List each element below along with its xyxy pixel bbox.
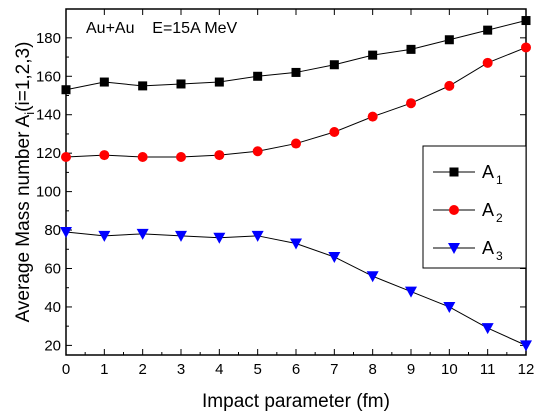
data-point — [444, 35, 454, 45]
series-2 — [61, 42, 531, 163]
data-point — [329, 60, 339, 70]
data-point — [443, 301, 456, 313]
data-point — [367, 111, 378, 122]
y-axis-label-main: Average Mass number A — [13, 114, 34, 322]
data-point — [483, 25, 493, 35]
data-point — [521, 42, 531, 53]
legend-marker — [448, 243, 460, 254]
x-tick-label: 9 — [407, 361, 415, 378]
x-axis-label: Impact parameter (fm) — [202, 391, 390, 412]
chart-annotation: Au+Au E=15A MeV — [86, 20, 238, 37]
legend-box — [422, 145, 527, 269]
data-point — [176, 152, 186, 163]
data-point — [520, 340, 532, 352]
data-point — [482, 57, 493, 68]
data-point — [366, 271, 379, 283]
legend-label: A — [482, 200, 494, 220]
x-tick-label: 6 — [292, 361, 300, 378]
y-axis: 20 40 60 80 100 120 140 160 180 — [36, 30, 526, 354]
data-point — [99, 150, 110, 161]
y-axis-label-tail: (i=1,2,3) — [13, 42, 34, 112]
data-point — [329, 127, 340, 138]
data-point — [481, 323, 494, 335]
x-tick-label: 12 — [518, 361, 535, 378]
y-tick-label: 60 — [44, 261, 61, 278]
x-tick-label: 11 — [480, 361, 496, 378]
y-tick-label: 100 — [36, 184, 61, 201]
data-point — [252, 146, 263, 157]
data-point — [99, 77, 109, 87]
data-point — [214, 150, 225, 161]
y-tick-label: 120 — [36, 145, 61, 162]
data-point — [368, 50, 378, 60]
data-point — [444, 80, 455, 91]
data-point — [251, 230, 264, 242]
legend-label-sub: 2 — [496, 211, 503, 225]
legend-label-sub: 1 — [496, 173, 503, 187]
data-point — [61, 85, 71, 95]
data-point — [291, 138, 301, 149]
series-layer — [60, 16, 532, 352]
legend-label: A — [482, 162, 494, 182]
data-point — [175, 230, 187, 242]
data-point — [406, 44, 416, 54]
y-axis-label: Average Mass number Ai(i=1,2,3) — [13, 42, 37, 323]
data-point — [405, 286, 417, 298]
data-point — [137, 152, 148, 163]
data-point — [521, 16, 531, 26]
legend-label-sub: 3 — [496, 249, 503, 263]
data-point — [176, 79, 186, 89]
data-point — [406, 98, 416, 109]
data-point — [328, 251, 341, 263]
x-tick-label: 7 — [330, 361, 338, 378]
data-point — [61, 152, 71, 163]
y-tick-label: 160 — [36, 68, 61, 85]
x-tick-label: 0 — [62, 361, 70, 378]
x-tick-label: 4 — [215, 361, 223, 378]
legend-label: A — [482, 238, 494, 258]
series-1 — [61, 16, 531, 95]
data-point — [253, 71, 263, 81]
y-tick-label: 20 — [44, 337, 61, 354]
series-3 — [60, 226, 532, 352]
y-tick-label: 180 — [36, 30, 61, 47]
x-tick-label: 2 — [138, 361, 146, 378]
x-tick-label: 10 — [441, 361, 458, 378]
x-tick-label: 5 — [253, 361, 261, 378]
x-tick-label: 3 — [177, 361, 185, 378]
legend: A 1A 2A 3 — [422, 145, 527, 269]
data-point — [60, 226, 72, 238]
y-tick-label: 140 — [36, 107, 61, 124]
y-axis-label-sub: i — [22, 112, 37, 115]
data-point — [291, 67, 301, 77]
data-point — [98, 230, 111, 242]
y-tick-label: 40 — [44, 299, 61, 316]
data-point — [214, 77, 224, 87]
x-axis: 0 1 2 3 4 5 6 7 8 9 10 11 12 — [62, 9, 535, 378]
legend-marker — [449, 167, 459, 177]
data-point — [138, 81, 148, 91]
data-point — [213, 232, 226, 244]
legend-marker — [449, 205, 459, 215]
y-tick-label: 80 — [44, 222, 61, 239]
x-tick-label: 8 — [368, 361, 376, 378]
data-point — [290, 238, 302, 250]
data-point — [136, 228, 149, 240]
x-tick-label: 1 — [100, 361, 108, 378]
